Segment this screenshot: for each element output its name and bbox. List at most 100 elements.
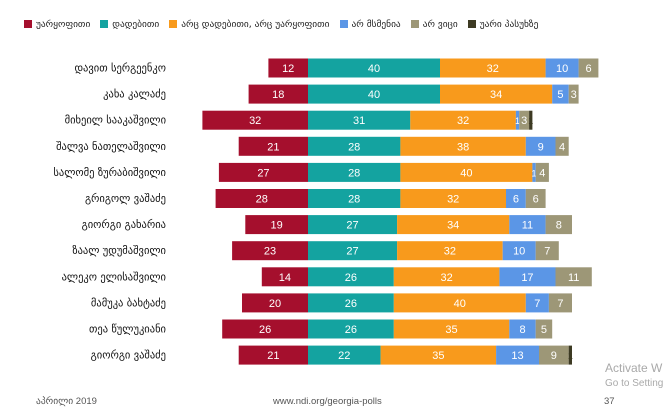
- bar-segment-negative: [222, 319, 308, 339]
- legend: უარყოფითი დადებითი არც დადებითი, არც უარყო…: [24, 17, 664, 31]
- bar-value-label: 9: [538, 141, 544, 153]
- legend-label: არც დადებითი, არც უარყოფითი: [181, 18, 330, 30]
- legend-swatch: [467, 20, 476, 28]
- bar-segment: [397, 241, 503, 261]
- bar-value-label: 28: [256, 194, 268, 206]
- bar-value-label: 38: [457, 141, 469, 153]
- category-label: სალომე ზურაბიშვილი: [53, 167, 166, 179]
- bar-segment-negative: [268, 58, 308, 78]
- bar-segment: [539, 345, 569, 365]
- bar-value-label: 34: [490, 89, 502, 101]
- bar-value-label: 3: [571, 89, 577, 101]
- bar-segment: [397, 215, 510, 235]
- category-label: დავით სერგეენკო: [74, 63, 166, 75]
- legend-label: უარყოფითი: [36, 18, 91, 30]
- category-label: ზაალ უდუმაშვილი: [72, 245, 166, 257]
- bar-value-label: 27: [346, 246, 358, 258]
- bar-segment: [568, 345, 572, 365]
- bar-segment: [519, 110, 530, 130]
- bar-segment-negative: [232, 241, 308, 261]
- bar-segment-negative: [261, 267, 308, 287]
- bar-segment: [308, 267, 394, 287]
- bar-segment-negative: [215, 189, 308, 208]
- watermark-line2: Go to Setting: [605, 378, 664, 389]
- bar-value-label: 1: [515, 116, 520, 126]
- category-label: გიორგი ვაშაძე: [91, 350, 166, 362]
- legend-item: უარი პასუხზე: [467, 18, 539, 30]
- bar-segment-negative: [242, 293, 308, 313]
- bar-value-label: 18: [272, 89, 284, 101]
- legend-item: არც დადებითი, არც უარყოფითი: [169, 18, 330, 30]
- bar-value-label: 5: [541, 324, 547, 336]
- legend-label: არ მსმენია: [351, 18, 401, 30]
- bar-value-label: 26: [345, 324, 357, 336]
- bar-segment: [535, 241, 559, 261]
- bar-segment: [552, 84, 569, 104]
- bar-value-label: 21: [267, 141, 279, 153]
- bar-segment-negative: [245, 215, 308, 235]
- bar-segment: [532, 162, 536, 182]
- bar-segment: [393, 319, 510, 339]
- bar-segment-negative: [202, 110, 308, 130]
- legend-label: უარი პასუხზე: [479, 18, 539, 30]
- bar-value-label: 32: [440, 272, 452, 284]
- bar-segment: [548, 293, 572, 313]
- bar-segment: [393, 293, 526, 313]
- bar-value-label: 9: [551, 350, 557, 362]
- bar-value-label: 32: [457, 115, 469, 127]
- legend-swatch: [169, 20, 178, 28]
- bar-segment: [308, 189, 401, 208]
- bar-segment: [380, 345, 497, 365]
- bar-segment: [525, 293, 549, 313]
- bar-value-label: 21: [267, 350, 279, 362]
- bar-segment: [525, 189, 546, 208]
- bar-segment: [555, 136, 569, 156]
- bar-segment-negative: [238, 345, 308, 365]
- bar-segment: [529, 110, 533, 130]
- bar-segment: [502, 241, 536, 261]
- legend-item: არ მსმენია: [339, 18, 401, 30]
- bar-value-label: 35: [445, 324, 457, 336]
- bar-value-label: 14: [279, 272, 291, 284]
- bar-segment: [308, 241, 398, 261]
- category-label: გრიგოლ ვაშაძე: [85, 193, 166, 205]
- bar-segment: [515, 110, 520, 130]
- bar-segment: [555, 267, 592, 287]
- bar-value-label: 6: [533, 194, 539, 206]
- legend-swatch: [100, 20, 109, 28]
- page-number: 37: [604, 396, 615, 407]
- bar-segment: [496, 345, 539, 365]
- category-label: კახა კალაძე: [103, 89, 166, 101]
- bar-value-label: 8: [556, 220, 562, 232]
- bar-value-label: 28: [348, 167, 360, 179]
- bar-value-label: 22: [338, 350, 350, 362]
- bar-value-label: 31: [353, 115, 365, 127]
- bar-value-label: 40: [454, 298, 466, 310]
- bar-value-label: 26: [345, 272, 357, 284]
- bar-segment: [308, 110, 411, 130]
- bar-segment: [440, 84, 553, 104]
- bar-value-label: 11: [522, 220, 533, 232]
- bar-value-label: 35: [432, 350, 444, 362]
- category-label: გიორგი გახარია: [82, 219, 166, 231]
- bar-value-label: 7: [534, 298, 540, 310]
- bar-value-label: 11: [568, 272, 579, 284]
- bar-value-label: 3: [521, 115, 527, 127]
- bar-segment: [308, 215, 398, 235]
- category-label: შალვა ნათელაშვილი: [56, 141, 166, 153]
- bar-value-label: 6: [513, 194, 519, 206]
- bar-value-label: 17: [521, 272, 533, 284]
- bar-value-label: 40: [368, 89, 380, 101]
- legend-label: არ ვიცი: [422, 18, 458, 30]
- bar-value-label: 4: [559, 141, 565, 153]
- bar-segment: [410, 110, 516, 130]
- bar-value-label: 32: [447, 194, 459, 206]
- bar-value-label: 6: [585, 63, 591, 75]
- bar-segment: [499, 267, 556, 287]
- bar-value-label: 8: [519, 324, 525, 336]
- bar-segment: [308, 136, 401, 156]
- bar-segment: [400, 136, 526, 156]
- bar-value-label: 4: [539, 167, 545, 179]
- footer-url: www.ndi.org/georgia-polls: [273, 396, 382, 407]
